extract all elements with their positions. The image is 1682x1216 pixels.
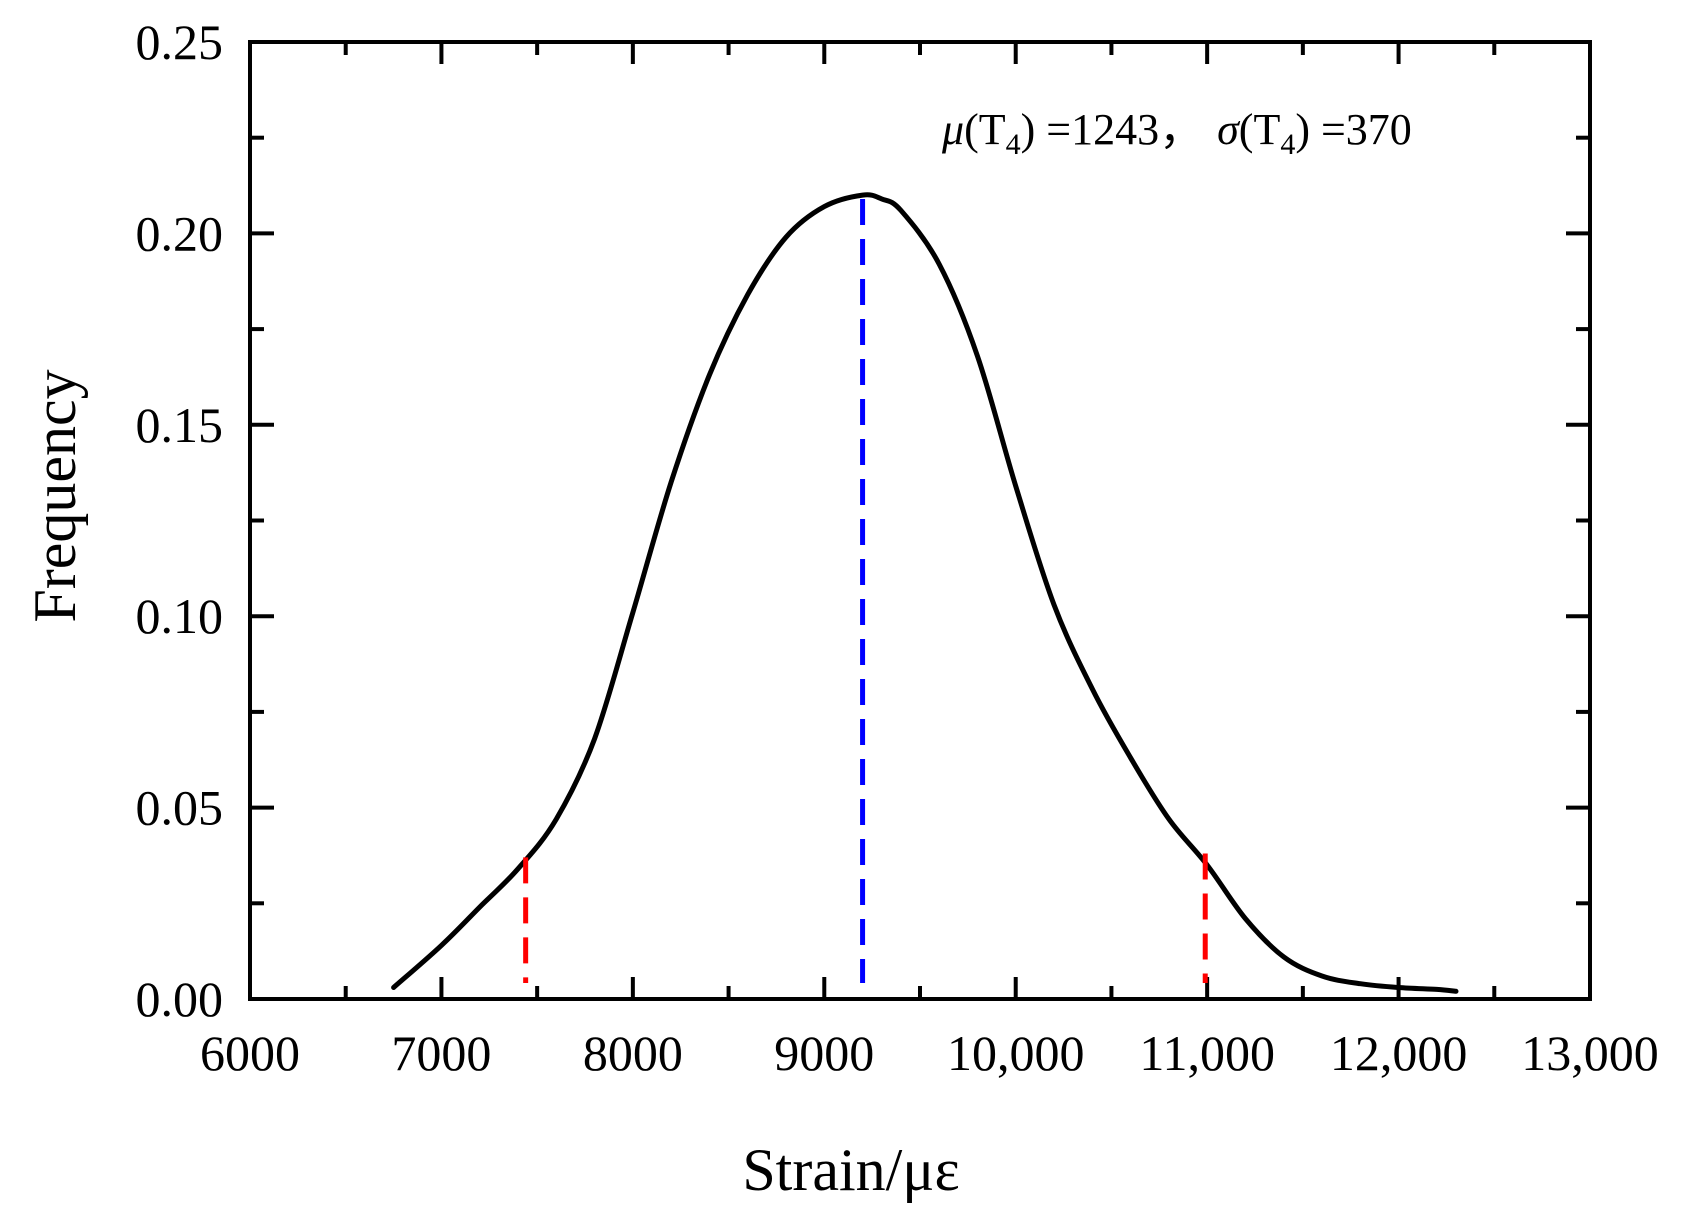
sigma-subscript: 4 xyxy=(1280,128,1295,161)
x-tick-label: 12,000 xyxy=(1330,1025,1468,1081)
sigma-symbol: σ xyxy=(1217,105,1241,154)
y-tick-label: 0.15 xyxy=(136,397,224,453)
mu-open-paren: (T xyxy=(964,105,1006,154)
y-tick-labels: 0.00 0.05 0.10 0.15 0.20 0.25 xyxy=(136,14,224,1027)
x-tick-label: 6000 xyxy=(200,1025,300,1081)
x-tick-label: 8000 xyxy=(583,1025,683,1081)
y-ticks xyxy=(250,40,1590,1001)
x-tick-label: 13,000 xyxy=(1521,1025,1659,1081)
mu-value: ) =1243， xyxy=(1021,105,1203,154)
x-tick-labels: 6000 7000 8000 9000 10,000 11,000 12,000… xyxy=(200,1025,1659,1081)
statistics-annotation: μ(T4) =1243， σ(T4) =370 xyxy=(941,105,1412,161)
series-line xyxy=(391,192,1459,994)
x-tick-label: 9000 xyxy=(774,1025,874,1081)
y-tick-label: 0.05 xyxy=(136,780,224,836)
sigma-value: ) =370 xyxy=(1295,105,1411,154)
mu-subscript: 4 xyxy=(1006,128,1021,161)
x-axis-title: Strain/με xyxy=(742,1137,959,1203)
x-tick-label: 7000 xyxy=(391,1025,491,1081)
y-tick-label: 0.25 xyxy=(136,14,224,70)
x-tick-label: 10,000 xyxy=(947,1025,1085,1081)
y-tick-label: 0.20 xyxy=(136,205,224,261)
y-axis-title: Frequency xyxy=(22,369,88,622)
mu-symbol: μ xyxy=(941,105,964,154)
sigma-open-paren: (T xyxy=(1239,105,1281,154)
x-tick-label: 11,000 xyxy=(1139,1025,1275,1081)
y-tick-label: 0.00 xyxy=(136,971,224,1027)
y-tick-label: 0.10 xyxy=(136,588,224,644)
